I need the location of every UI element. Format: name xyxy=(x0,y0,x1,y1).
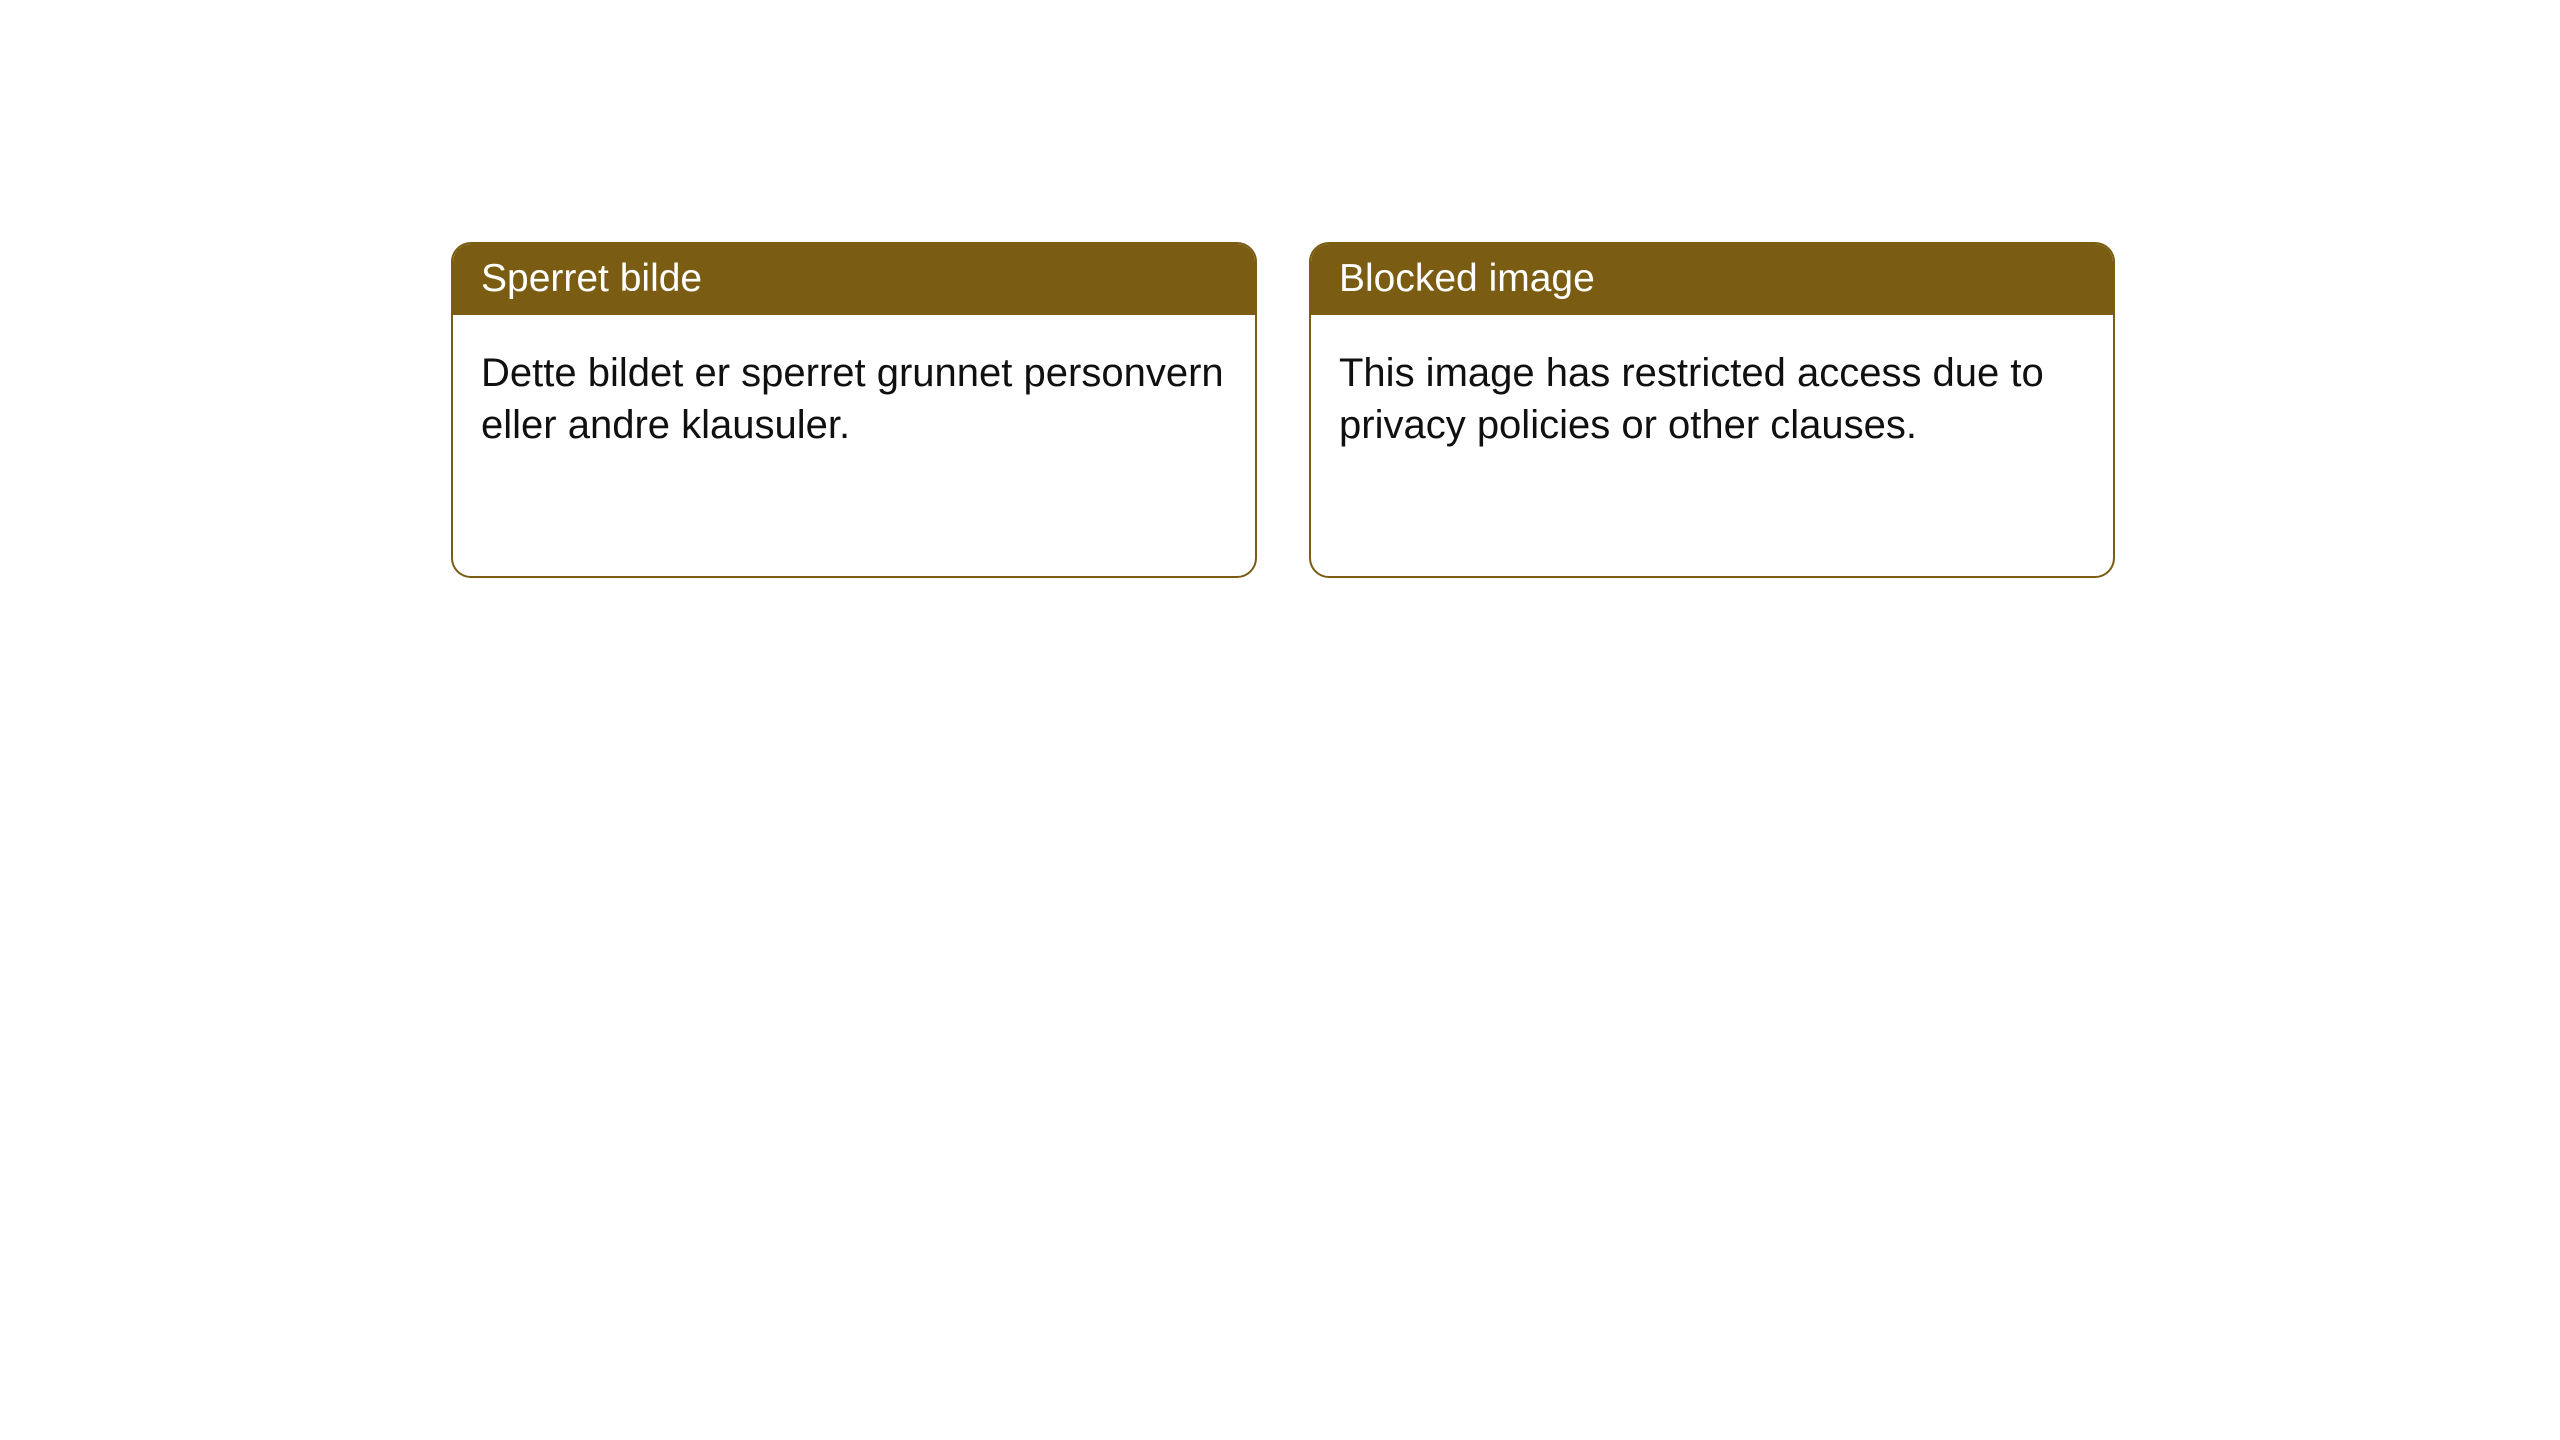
notice-container: Sperret bilde Dette bildet er sperret gr… xyxy=(451,242,2115,578)
notice-body-text: This image has restricted access due to … xyxy=(1339,351,2044,448)
notice-card-norwegian: Sperret bilde Dette bildet er sperret gr… xyxy=(451,242,1257,578)
notice-body-text: Dette bildet er sperret grunnet personve… xyxy=(481,351,1224,448)
notice-title: Sperret bilde xyxy=(481,257,702,300)
notice-body: Dette bildet er sperret grunnet personve… xyxy=(453,315,1255,485)
notice-header: Sperret bilde xyxy=(453,244,1255,315)
notice-card-english: Blocked image This image has restricted … xyxy=(1309,242,2115,578)
notice-title: Blocked image xyxy=(1339,257,1595,300)
notice-header: Blocked image xyxy=(1311,244,2113,315)
notice-body: This image has restricted access due to … xyxy=(1311,315,2113,485)
